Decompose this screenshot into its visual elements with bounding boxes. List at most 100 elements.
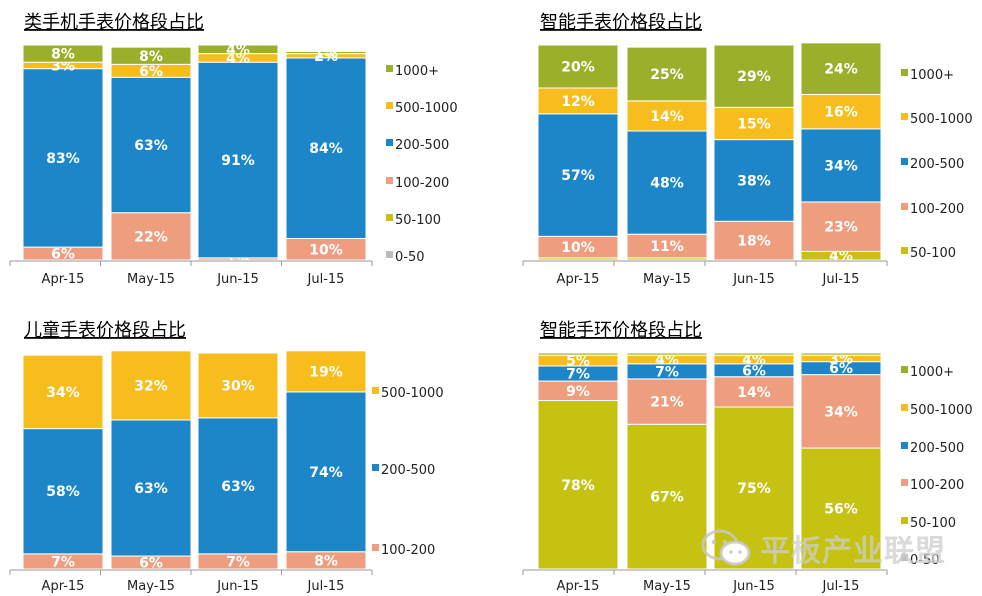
legend-swatch-1000plus xyxy=(901,366,908,373)
chart-4-title: 智能手环价格段占比 xyxy=(540,320,702,341)
legend-swatch-500-1000 xyxy=(386,102,393,109)
data-label-50-100-jun-15: 75% xyxy=(737,481,771,497)
bar-segment-1000plus-apr-15 xyxy=(537,44,619,89)
legend-label-500-1000: 500-1000 xyxy=(395,101,458,116)
legend-label-100-200: 100-200 xyxy=(381,543,435,558)
category-label-apr-15: Apr-15 xyxy=(557,579,600,594)
data-label-1000plus-apr-15: 8% xyxy=(51,47,75,63)
data-label-500-1000-jun-15: 15% xyxy=(737,116,771,132)
data-label-500-1000-may-15: 4% xyxy=(655,352,679,368)
data-label-200-500-jun-15: 63% xyxy=(221,479,255,495)
bar-segment-200-500-may-15 xyxy=(110,419,192,557)
bar-segment-50-100-apr-15 xyxy=(537,400,619,570)
data-label-50-100-apr-15: 78% xyxy=(561,478,595,494)
data-label-200-500-may-15: 48% xyxy=(650,176,684,192)
bar-segment-200-500-apr-15 xyxy=(22,68,104,248)
watermark: 平板产业联盟 xyxy=(700,526,946,570)
data-label-500-1000-may-15: 32% xyxy=(134,378,168,394)
data-label-200-500-jul-15: 6% xyxy=(829,361,853,377)
legend-swatch-500-1000 xyxy=(372,387,379,394)
category-label-may-15: May-15 xyxy=(643,272,691,287)
data-label-1000plus-may-15: 8% xyxy=(139,49,163,65)
bar-segment-1000plus-jun-15 xyxy=(713,44,795,108)
data-label-500-1000-apr-15: 12% xyxy=(561,94,595,110)
data-label-500-1000-jul-15: 19% xyxy=(309,364,343,380)
data-label-100-200-may-15: 21% xyxy=(650,395,684,411)
chart-2-title: 智能手表价格段占比 xyxy=(540,12,702,33)
legend-swatch-0-50 xyxy=(901,554,908,561)
data-label-200-500-may-15: 7% xyxy=(655,364,679,380)
legend-swatch-1000plus xyxy=(901,69,908,76)
bar-segment-500-1000-jul-15 xyxy=(800,93,882,130)
category-label-jul-15: Jul-15 xyxy=(822,272,860,287)
category-label-may-15: May-15 xyxy=(643,579,691,594)
data-label-200-500-apr-15: 58% xyxy=(46,484,80,500)
bar-segment-1000plus-jul-15 xyxy=(800,42,882,95)
bar-segment-200-500-jun-15 xyxy=(197,417,279,555)
category-label-jul-15: Jul-15 xyxy=(307,272,345,287)
category-label-jul-15: Jul-15 xyxy=(307,579,345,594)
legend-label-1000plus: 1000+ xyxy=(395,64,439,79)
legend-label-50-100: 50-100 xyxy=(910,246,956,261)
category-label-jun-15: Jun-15 xyxy=(216,579,259,594)
data-label-1000plus-jun-15: 29% xyxy=(737,69,771,85)
data-label-100-200-jun-15: 14% xyxy=(737,385,771,401)
legend-label-100-200: 100-200 xyxy=(395,176,449,191)
legend-label-500-1000: 500-1000 xyxy=(910,112,973,127)
data-label-200-500-apr-15: 7% xyxy=(566,367,590,383)
bar-segment-500-1000-apr-15 xyxy=(22,354,104,430)
legend-label-200-500: 200-500 xyxy=(910,157,964,172)
data-label-200-500-jul-15: 34% xyxy=(824,158,858,174)
data-label-100-200-jun-15: 7% xyxy=(226,554,250,570)
bar-segment-100-200-jul-15 xyxy=(800,374,882,449)
legend-label-200-500: 200-500 xyxy=(910,441,964,456)
data-label-100-200-may-15: 11% xyxy=(650,239,684,255)
legend-swatch-500-1000 xyxy=(901,404,908,411)
bar-segment-1000plus-jun-15 xyxy=(713,352,795,356)
category-label-apr-15: Apr-15 xyxy=(42,579,85,594)
category-label-jul-15: Jul-15 xyxy=(822,579,860,594)
legend-swatch-100-200 xyxy=(901,203,908,210)
data-label-200-500-jun-15: 38% xyxy=(737,173,771,189)
category-label-may-15: May-15 xyxy=(127,272,175,287)
bar-segment-200-500-jun-15 xyxy=(197,61,279,259)
bar-segment-50-100-jul-15 xyxy=(800,447,882,570)
bar-segment-500-1000-jun-15 xyxy=(197,352,279,419)
data-label-100-200-jul-15: 23% xyxy=(824,220,858,236)
data-label-500-1000-may-15: 6% xyxy=(139,64,163,80)
legend-label-50-100: 50-100 xyxy=(395,213,441,228)
legend-label-200-500: 200-500 xyxy=(381,463,435,478)
category-label-apr-15: Apr-15 xyxy=(557,272,600,287)
bar-segment-50-100-may-15 xyxy=(626,423,708,570)
bar-segment-500-1000-apr-15 xyxy=(537,87,619,115)
data-label-50-100-may-15: 67% xyxy=(650,490,684,506)
data-label-200-500-apr-15: 83% xyxy=(46,151,80,167)
category-label-apr-15: Apr-15 xyxy=(42,272,85,287)
data-label-200-500-may-15: 63% xyxy=(134,138,168,154)
data-label-500-1000-jun-15: 30% xyxy=(221,378,255,394)
data-label-500-1000-may-15: 14% xyxy=(650,109,684,125)
data-label-500-1000-jul-15: 16% xyxy=(824,105,858,121)
bar-segment-200-500-jul-15 xyxy=(285,57,367,240)
legend-swatch-200-500 xyxy=(386,139,393,146)
data-label-100-200-apr-15: 9% xyxy=(566,384,590,400)
category-label-jun-15: Jun-15 xyxy=(216,272,259,287)
bar-segment-100-200-may-15 xyxy=(626,378,708,425)
legend-swatch-50-100 xyxy=(901,517,908,524)
data-label-200-500-jun-15: 91% xyxy=(221,153,255,169)
data-label-100-200-may-15: 22% xyxy=(134,229,168,245)
data-label-100-200-jul-15: 10% xyxy=(309,242,343,258)
data-label-500-1000-apr-15: 34% xyxy=(46,385,80,401)
data-label-200-500-may-15: 63% xyxy=(134,481,168,497)
data-label-200-500-jul-15: 84% xyxy=(309,141,343,157)
wechat-logo-icon xyxy=(701,529,751,566)
legend-swatch-100-200 xyxy=(372,544,379,551)
data-label-1000plus-apr-15: 20% xyxy=(561,60,595,76)
data-label-1000plus-jun-15: 4% xyxy=(226,42,250,58)
bar-segment-1000plus-jun-15 xyxy=(197,44,279,55)
bar-segment-1000plus-jul-15 xyxy=(285,50,367,55)
bar-segment-200-500-apr-15 xyxy=(22,428,104,555)
data-label-1000plus-jul-15: 1% xyxy=(314,46,338,62)
legend-swatch-200-500 xyxy=(901,442,908,449)
data-label-200-500-apr-15: 57% xyxy=(561,168,595,184)
